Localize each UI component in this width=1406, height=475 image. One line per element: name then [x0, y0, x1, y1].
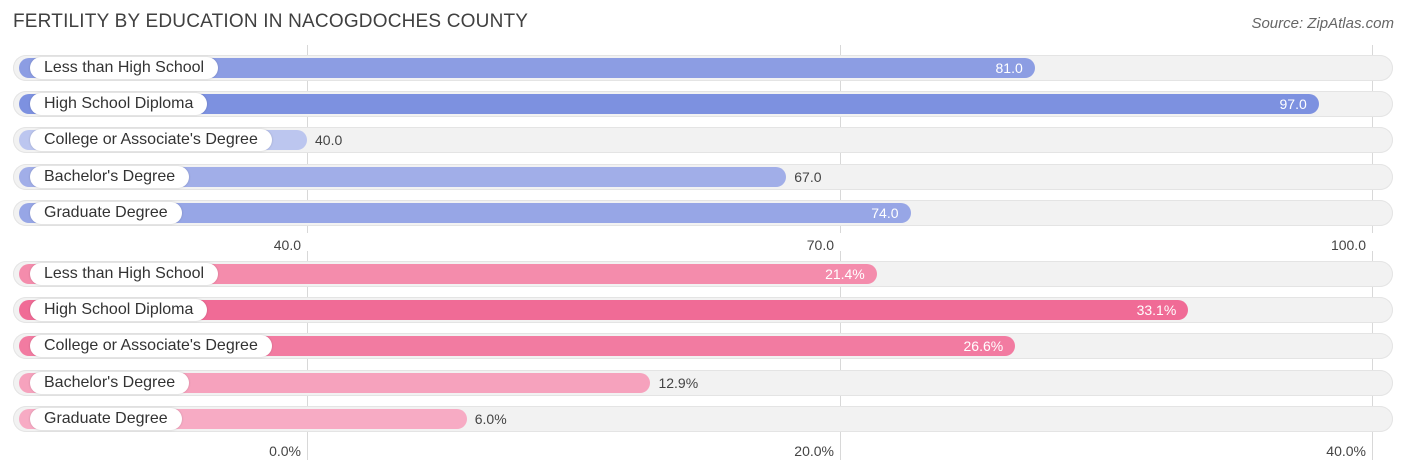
bar-graduate-degree	[19, 409, 467, 429]
x-tick-label: 100.0	[1330, 237, 1366, 253]
x-tick-label: 40.0%	[1326, 443, 1366, 459]
bar-graduate-degree	[19, 203, 911, 223]
category-label: Bachelor's Degree	[30, 372, 190, 394]
bar-row-less-than-high-school	[13, 55, 1393, 81]
x-tick-label: 20.0%	[794, 443, 834, 459]
category-label: Bachelor's Degree	[30, 166, 190, 188]
gridline	[1372, 251, 1373, 460]
value-label: 40.0	[315, 132, 343, 148]
bar-college-or-associate-s-degree	[19, 336, 1016, 356]
bar-row-bachelor-s-degree	[13, 164, 1393, 190]
value-label: 74.0	[871, 205, 899, 221]
category-label: High School Diploma	[30, 93, 208, 115]
bar-row-graduate-degree	[13, 200, 1393, 226]
bar-row-college-or-associate-s-degree	[13, 127, 1393, 153]
value-label: 26.6%	[963, 338, 1004, 354]
bar-row-high-school-diploma	[13, 91, 1393, 117]
gridline	[840, 251, 841, 460]
bar-row-college-or-associate-s-degree	[13, 333, 1393, 359]
value-label: 33.1%	[1136, 302, 1177, 318]
bar-high-school-diploma	[19, 300, 1189, 320]
value-label: 6.0%	[474, 411, 507, 427]
bar-less-than-high-school	[19, 58, 1035, 78]
category-label: College or Associate's Degree	[30, 129, 272, 151]
bar-high-school-diploma	[19, 94, 1319, 114]
value-label: 21.4%	[825, 266, 865, 282]
value-label: 67.0	[794, 169, 822, 185]
category-label: Less than High School	[30, 57, 219, 79]
bar-college-or-associate-s-degree	[19, 130, 307, 150]
category-label: High School Diploma	[30, 299, 208, 321]
gridline	[1372, 45, 1373, 233]
x-tick-label: 0.0%	[269, 443, 301, 459]
chart-title: FERTILITY BY EDUCATION IN NACOGDOCHES CO…	[13, 11, 529, 32]
bar-row-graduate-degree	[13, 406, 1393, 432]
category-label: Graduate Degree	[30, 202, 182, 224]
gridline	[307, 45, 308, 233]
category-label: Graduate Degree	[30, 408, 182, 430]
gridline	[307, 251, 308, 460]
bar-row-bachelor-s-degree	[13, 370, 1393, 396]
gridline	[840, 45, 841, 233]
value-label: 81.0	[995, 60, 1023, 76]
x-tick-label: 70.0	[806, 237, 834, 253]
bar-row-high-school-diploma	[13, 297, 1393, 323]
value-label: 12.9%	[658, 375, 699, 391]
bar-less-than-high-school	[19, 264, 877, 284]
bar-bachelor-s-degree	[19, 167, 787, 187]
bar-row-less-than-high-school	[13, 261, 1393, 287]
x-tick-label: 40.0	[273, 237, 301, 253]
source-credit: Source: ZipAtlas.com	[1251, 15, 1394, 32]
category-label: College or Associate's Degree	[30, 335, 272, 357]
bar-bachelor-s-degree	[19, 373, 651, 393]
value-label: 97.0	[1279, 96, 1307, 112]
category-label: Less than High School	[30, 263, 219, 285]
